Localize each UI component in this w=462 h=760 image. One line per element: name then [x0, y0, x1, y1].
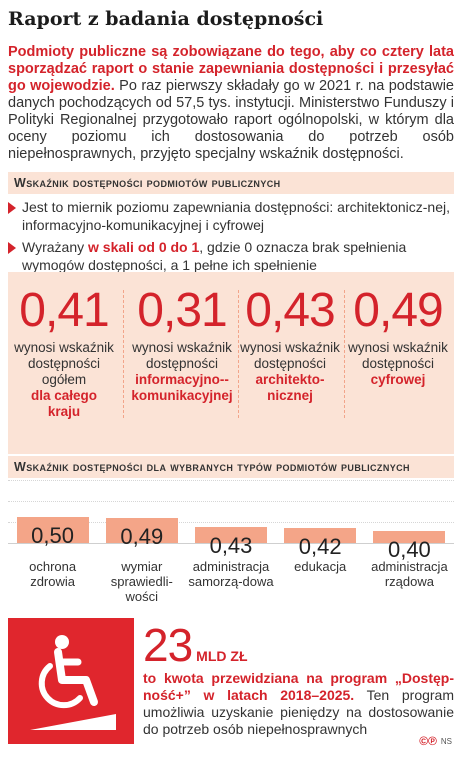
section-title: Wskaźnik dostępności dla wybranych typów… [14, 460, 410, 474]
triangle-bullet-icon [8, 202, 16, 214]
stat-value: 0,31 [137, 284, 227, 337]
divider [123, 290, 124, 418]
stat-description: wynosi wskaźnik dostępności [348, 340, 448, 371]
bullet-highlight: w skali od 0 do 1 [88, 239, 200, 255]
stat-value: 0,43 [245, 284, 335, 337]
bullet-text: Wyrażany [22, 239, 89, 255]
promo-number: 23 [143, 619, 193, 671]
stat-description: wynosi wskaźnik dostępności ogółem [14, 340, 114, 387]
intro-text: Po raz pierwszy składały go w 2021 r. na… [8, 78, 454, 162]
stat-description: wynosi wskaźnik dostępności [132, 340, 232, 371]
stat-item: 0,49 wynosi wskaźnik dostępności cyfrowe… [348, 272, 448, 388]
chart-category-label: administracja rządowa [371, 559, 448, 589]
triangle-bullet-icon [8, 242, 16, 254]
section-header-indicator: Wskaźnik dostępności podmiotów publiczny… [8, 172, 454, 194]
chart-value-label: 0,50 [31, 523, 74, 548]
chart-category-label: ochrona zdrowia [29, 559, 77, 589]
chart-bar [105, 518, 178, 543]
section-header-chart: Wskaźnik dostępności dla wybranych typów… [8, 456, 454, 478]
chart-bar [195, 526, 267, 543]
stat-value: 0,41 [19, 284, 109, 337]
bullet-item: Jest to miernik poziomu zapewniania dost… [8, 198, 454, 234]
promo-block: 23 MLD ZŁ to kwota przewidziana na progra… [143, 620, 454, 738]
chart-value-label: 0,43 [209, 532, 253, 558]
credit-text: NS [440, 736, 452, 746]
promo-unit: MLD ZŁ [196, 648, 248, 664]
stat-item: 0,43 wynosi wskaźnik dostępności archite… [240, 272, 340, 404]
chart-value-label: 0,40 [387, 537, 431, 562]
stats-panel: 0,41 wynosi wskaźnik dostępności ogółem … [8, 272, 454, 454]
chart-category-label: administracja samorzą-dowa [188, 559, 274, 589]
credit: ©℗ NS [419, 734, 452, 748]
stat-item: 0,31 wynosi wskaźnik dostępności informa… [126, 272, 238, 404]
divider [344, 290, 345, 418]
stat-emphasis: architekto-nicznej [255, 372, 325, 403]
bar-chart: 0,50 ochrona zdrowia 0,49 wymiar sprawiedli… [8, 480, 454, 610]
chart-bar [373, 531, 446, 543]
bullet-text-end: , gdzie 0 oznacza brak spełnienia wymogó… [22, 239, 407, 273]
chart-category-label: edukacja [294, 559, 347, 574]
promo-body: Ten program umożliwia uzyskanie pieniędz… [143, 687, 455, 737]
chart-value-label: 0,49 [120, 524, 164, 550]
x-axis [8, 543, 454, 544]
chart-bar [284, 528, 357, 543]
bullet-text: Jest to miernik poziomu zapewniania dost… [22, 199, 450, 233]
stat-value: 0,49 [353, 284, 443, 337]
chart-category-label: wymiar sprawiedli-wości [110, 559, 173, 604]
bullet-item: Wyrażany w skali od 0 do 1, gdzie 0 ozna… [8, 238, 454, 274]
promo-text: to kwota przewidziana na program „Dostęp… [143, 670, 454, 738]
promo-icon-box [8, 618, 134, 744]
gridline [8, 480, 454, 481]
section-title: Wskaźnik dostępności podmiotów publiczny… [14, 176, 281, 190]
stat-emphasis: informacyjno--komunikacyjnej [131, 372, 233, 403]
page-title: Raport z badania dostępności [8, 8, 324, 30]
gridline [8, 501, 454, 502]
intro-paragraph: Podmioty publiczne są zobowiązane do teg… [8, 44, 454, 163]
chart-value-label: 0,42 [298, 534, 342, 560]
gridline [8, 522, 454, 523]
chart-bar [16, 517, 89, 543]
stat-emphasis: cyfrowej [370, 372, 426, 387]
divider [238, 290, 239, 418]
stat-item: 0,41 wynosi wskaźnik dostępności ogółem … [14, 272, 114, 420]
credit-mark: ©℗ [419, 734, 437, 748]
stat-description: wynosi wskaźnik dostępności [240, 340, 340, 371]
intro-lead: Podmioty publiczne są zobowiązane do teg… [8, 44, 454, 94]
promo-lead: to kwota przewidziana na program „Dostęp… [143, 670, 454, 703]
stat-emphasis: dla całego kraju [30, 388, 98, 419]
wheelchair-icon [30, 635, 116, 730]
